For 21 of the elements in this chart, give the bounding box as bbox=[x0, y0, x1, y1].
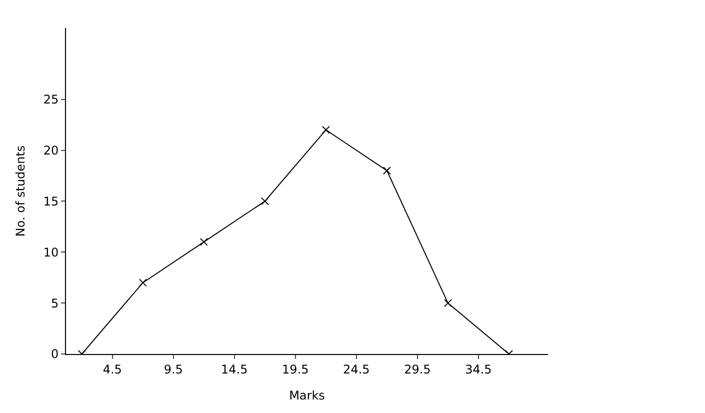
y-tick-label: 15 bbox=[43, 194, 59, 208]
y-tick-label: 5 bbox=[50, 296, 59, 310]
x-tick-label: 29.5 bbox=[404, 362, 431, 376]
point bbox=[382, 166, 391, 175]
y-axis-title: No. of students bbox=[14, 145, 28, 237]
x-tick-label: 34.5 bbox=[465, 362, 492, 376]
x-tick-label: 9.5 bbox=[164, 362, 183, 376]
point bbox=[444, 299, 452, 308]
x-tick-label: 14.5 bbox=[221, 362, 248, 376]
x-axis-title: Marks bbox=[289, 388, 325, 402]
y-tick-label: 10 bbox=[43, 245, 59, 260]
point bbox=[260, 197, 269, 206]
y-tick-label: 25 bbox=[43, 92, 59, 107]
y-tick-label: 0 bbox=[50, 347, 59, 362]
point bbox=[322, 126, 330, 134]
point bbox=[138, 278, 147, 287]
point bbox=[200, 238, 208, 246]
y-tick-label: 20 bbox=[43, 143, 59, 158]
x-tick-label: 24.5 bbox=[343, 362, 370, 376]
x-tick-label: 19.5 bbox=[282, 362, 309, 376]
x-tick-label: 4.5 bbox=[102, 362, 122, 376]
